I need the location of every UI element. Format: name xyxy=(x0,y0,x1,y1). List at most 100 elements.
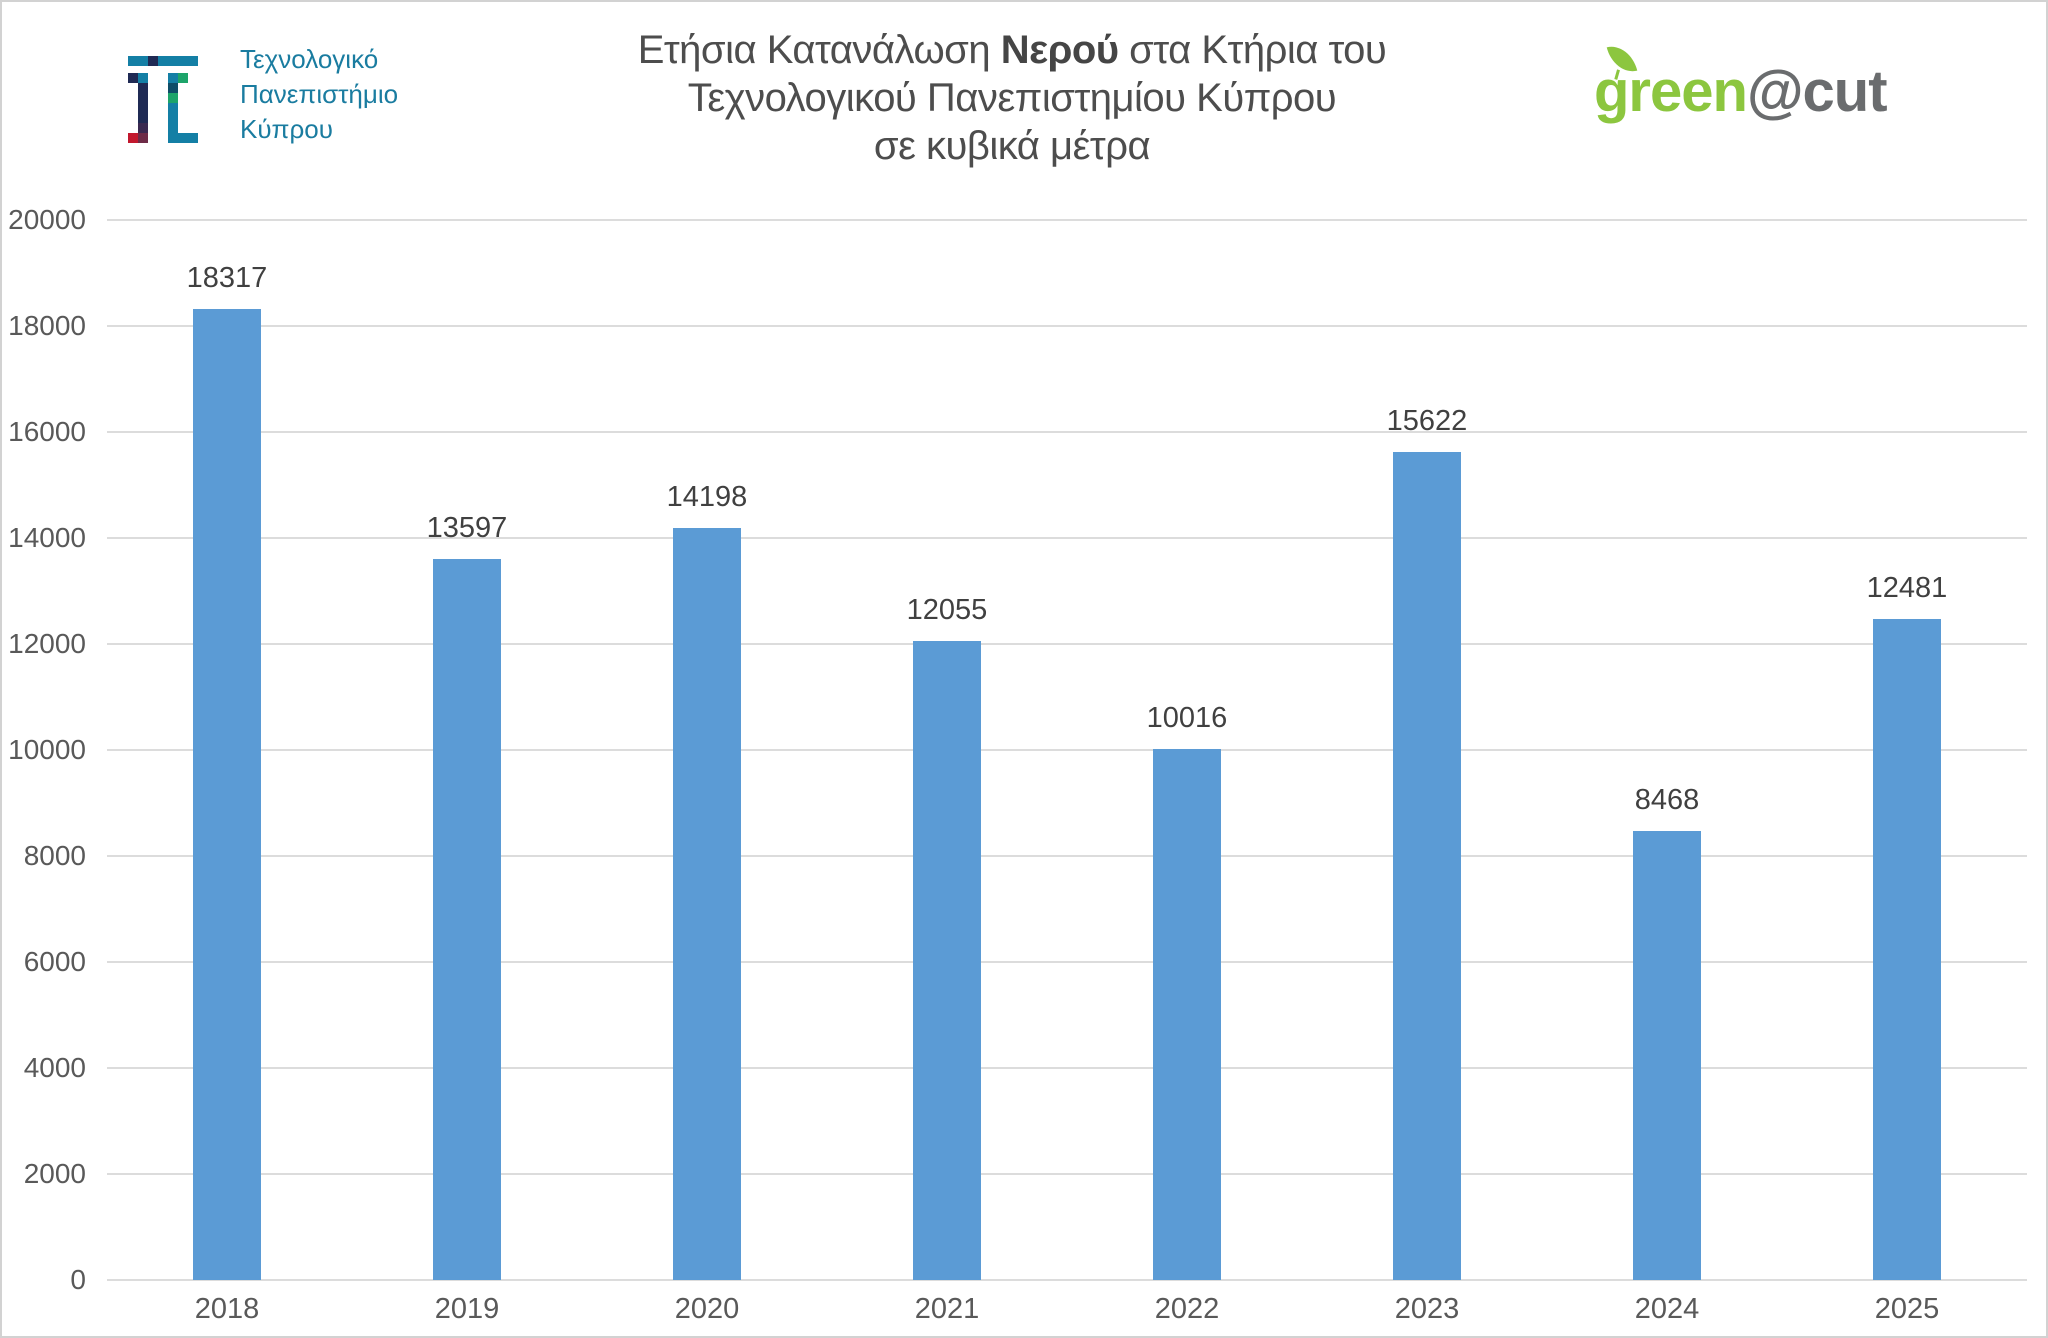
gridline xyxy=(107,1173,2027,1175)
bar-slot-2024: 8468 2024 xyxy=(1547,220,1787,1324)
gridline xyxy=(107,855,2027,857)
bar-2019 xyxy=(433,559,501,1280)
cut-logo-mosaic-cell xyxy=(158,66,168,73)
cut-logo-mosaic-cell xyxy=(128,103,138,113)
chart-title-bold-word: Νερού xyxy=(1000,28,1119,72)
cut-logo-mosaic-cell xyxy=(128,73,138,83)
cut-logo-mosaic-cell xyxy=(128,113,138,123)
cut-logo-mosaic-cell xyxy=(188,93,198,103)
cut-logo-mosaic-cell xyxy=(138,103,148,113)
y-axis-tick-label: 20000 xyxy=(8,204,86,235)
cut-logo-mosaic-cell xyxy=(138,133,148,143)
cut-logo-mosaic-cell xyxy=(178,103,188,113)
cut-logo-mosaic-cell xyxy=(148,56,158,66)
cut-logo-text-line: Κύπρου xyxy=(240,114,333,144)
cut-logo-mosaic-cell xyxy=(138,83,148,93)
x-axis-tick-label: 2019 xyxy=(434,1293,500,1325)
cut-logo-mosaic-cell xyxy=(138,113,148,123)
y-axis-tick-label: 18000 xyxy=(8,310,86,341)
green-at-cut-cut-text: @cut xyxy=(1746,59,1888,124)
cut-logo-mosaic-cell xyxy=(178,73,188,83)
cut-logo-mosaic-cell xyxy=(188,113,198,123)
bar-2024 xyxy=(1633,831,1701,1280)
cut-logo-mosaic-cell xyxy=(178,123,188,133)
cut-logo-mosaic-cell xyxy=(188,66,198,73)
cut-logo-mosaic-icon xyxy=(128,56,198,143)
cut-logo-mosaic-cell xyxy=(168,123,178,133)
cut-logo-mosaic-cell xyxy=(128,83,138,93)
chart-title-line-2: Τεχνολογικού Πανεπιστημίου Κύπρου xyxy=(687,76,1337,120)
cut-logo-mosaic-cell xyxy=(148,113,158,123)
x-axis-tick-label: 2020 xyxy=(674,1293,740,1325)
cut-logo-text-line: Τεχνολογικό xyxy=(240,44,379,74)
bar-series: 18317 2018 13597 2019 14198 2020 12055 2021 1001… xyxy=(107,220,2027,1324)
y-axis-tick-label: 14000 xyxy=(8,522,86,553)
cut-logo-mosaic-cell xyxy=(138,66,148,73)
bar-2023 xyxy=(1393,452,1461,1280)
cut-logo-mosaic-cell xyxy=(138,123,148,133)
bar-value-label: 15622 xyxy=(1386,405,1468,438)
y-axis-tick-label: 12000 xyxy=(8,628,86,659)
bar-slot-2025: 12481 2025 xyxy=(1787,220,2027,1324)
bar-slot-2023: 15622 2023 xyxy=(1307,220,1547,1324)
bar-2021 xyxy=(913,641,981,1280)
green-at-cut-logo: green@cut xyxy=(1594,41,1888,125)
cut-logo-text: Τεχνολογικό Πανεπιστήμιο Κύπρου xyxy=(240,42,398,147)
cut-logo-mosaic-cell xyxy=(188,73,198,83)
cut-logo-mosaic-cell xyxy=(168,113,178,123)
cut-logo-mosaic-cell xyxy=(138,93,148,103)
cut-logo-mosaic-cell xyxy=(158,103,168,113)
cut-logo-mosaic-cell xyxy=(148,83,158,93)
y-axis-tick-label: 0 xyxy=(70,1264,86,1295)
cut-university-logo: Τεχνολογικό Πανεπιστήμιο Κύπρου xyxy=(128,44,398,144)
bar-slot-2020: 14198 2020 xyxy=(587,220,827,1324)
cut-logo-mosaic-cell xyxy=(148,66,158,73)
cut-logo-mosaic-cell xyxy=(188,103,198,113)
cut-logo-mosaic-cell xyxy=(158,83,168,93)
cut-logo-text-line: Πανεπιστήμιο xyxy=(240,79,399,109)
cut-logo-mosaic-cell xyxy=(128,56,138,66)
cut-logo-mosaic-cell xyxy=(148,73,158,83)
gridline xyxy=(107,325,2027,327)
gridline xyxy=(107,749,2027,751)
bar-2018 xyxy=(193,309,261,1280)
x-axis-tick-label: 2018 xyxy=(194,1293,260,1325)
bar-2020 xyxy=(673,527,741,1280)
cut-logo-mosaic-cell xyxy=(148,133,158,143)
cut-logo-mosaic-cell xyxy=(168,56,178,66)
y-axis-labels: 0 2000 4000 6000 8000 10000 12000 14000 16000 180… xyxy=(2,205,86,1295)
bar-2025 xyxy=(1873,618,1941,1280)
bar-value-label: 10016 xyxy=(1146,702,1228,735)
cut-logo-mosaic-cell xyxy=(188,56,198,66)
cut-logo-mosaic-cell xyxy=(168,83,178,93)
bar-value-label: 18317 xyxy=(186,262,268,295)
bar-value-label: 14198 xyxy=(666,480,748,513)
cut-logo-mosaic-cell xyxy=(178,93,188,103)
bar-value-label: 12481 xyxy=(1866,571,1948,604)
x-axis-tick-label: 2024 xyxy=(1634,1293,1700,1325)
cut-logo-mosaic-cell xyxy=(128,66,138,73)
y-axis-tick-label: 6000 xyxy=(23,946,86,977)
cut-logo-mosaic-cell xyxy=(158,56,168,66)
bar-slot-2019: 13597 2019 xyxy=(347,220,587,1324)
gridline xyxy=(107,537,2027,539)
cut-logo-mosaic-cell xyxy=(168,103,178,113)
plot-area: 18317 2018 13597 2019 14198 2020 12055 2021 1001… xyxy=(107,219,2027,1324)
cut-logo-mosaic-cell xyxy=(158,133,168,143)
chart-title: Ετήσια Κατανάλωση Νερού στα Κτήρια του Τ… xyxy=(422,26,1602,170)
cut-logo-mosaic-cell xyxy=(168,133,178,143)
bar-slot-2021: 12055 2021 xyxy=(827,220,1067,1324)
cut-logo-mosaic-cell xyxy=(178,66,188,73)
cut-logo-mosaic-cell xyxy=(158,113,168,123)
cut-logo-mosaic-cell xyxy=(178,113,188,123)
x-axis-tick-label: 2023 xyxy=(1394,1293,1460,1325)
cut-logo-mosaic-cell xyxy=(168,93,178,103)
gridline xyxy=(107,961,2027,963)
chart-title-line-1: Ετήσια Κατανάλωση Νερού στα Κτήρια του xyxy=(637,28,1387,72)
cut-logo-mosaic-cell xyxy=(158,73,168,83)
gridline xyxy=(107,643,2027,645)
y-axis-tick-label: 4000 xyxy=(23,1052,86,1083)
y-axis-tick-label: 16000 xyxy=(8,416,86,447)
x-axis-tick-label: 2025 xyxy=(1874,1293,1940,1325)
cut-logo-mosaic-cell xyxy=(148,103,158,113)
